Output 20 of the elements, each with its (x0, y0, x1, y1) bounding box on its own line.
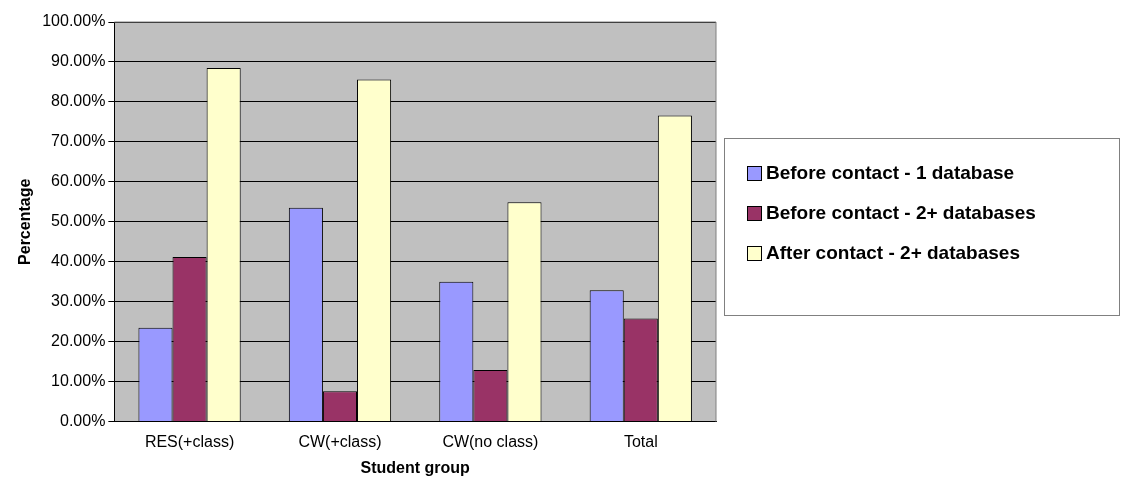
x-tick-label: RES(+class) (144, 432, 235, 450)
y-tick-label: 70.00% (51, 132, 106, 150)
y-tick-label: 30.00% (51, 292, 106, 310)
y-tick-label: 20.00% (51, 332, 106, 350)
y-tick-label: 10.00% (51, 372, 106, 390)
x-tick-label: Total (623, 432, 658, 450)
y-tick-label: 80.00% (51, 92, 106, 110)
x-tick-label: CW(+class) (298, 432, 382, 450)
legend-label: Before contact - 2+ databases (766, 202, 1036, 224)
y-tick-label: 90.00% (51, 52, 106, 70)
y-tick-label: 40.00% (51, 252, 106, 270)
y-tick-label: 0.00% (59, 412, 106, 430)
y-tick-label: 50.00% (51, 212, 106, 230)
legend-label: Before contact - 1 database (766, 162, 1015, 184)
x-tick-label: CW(no class) (442, 432, 539, 450)
y-tick-label: 60.00% (51, 172, 106, 190)
y-tick-label: 100.00% (42, 12, 106, 30)
y-axis-title: Percentage (16, 178, 34, 265)
legend-label: After contact - 2+ databases (766, 242, 1020, 264)
x-axis-title: Student group (360, 458, 471, 476)
